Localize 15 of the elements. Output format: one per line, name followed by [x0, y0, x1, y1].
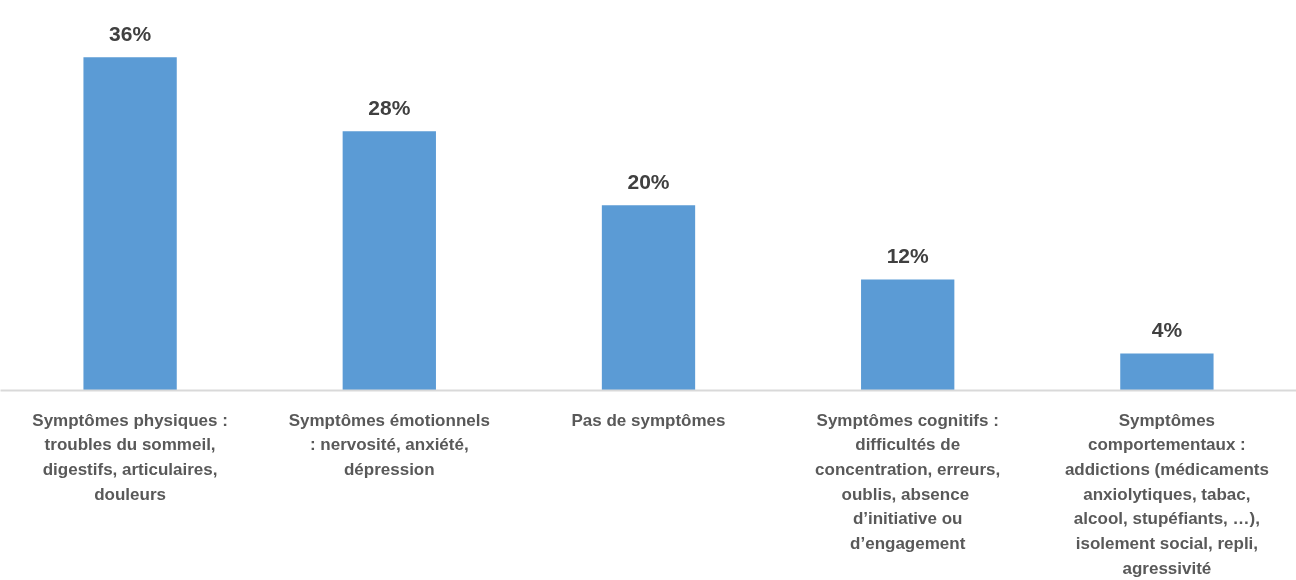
data-label: 4% [1151, 318, 1183, 342]
x-tick-label: Symptômes physiques : troubles du sommeil, digestifs, articulaires, douleurs [32, 410, 228, 504]
data-label: 12% [886, 244, 930, 268]
bar [342, 131, 436, 391]
bar [1120, 353, 1214, 391]
x-tick-label: Symptômes émotionnels : nervosité, anxiété, dépression [288, 410, 490, 479]
data-label: 28% [368, 96, 411, 120]
x-tick-label: Pas de symptômes [571, 410, 726, 430]
bar [83, 57, 177, 391]
x-tick-label: Symptômes comportementaux : addictions (médicaments anxiolytiques, tabac, alcool, stupéfiants, …), isolement social, repli, agressivité [1064, 410, 1269, 578]
data-label: 36% [109, 22, 152, 46]
data-label: 20% [627, 170, 670, 194]
x-tick-label: Symptômes cognitifs : difficultés de concentration, erreurs, oublis, absence d’initiative ou d’engagement [815, 410, 1001, 553]
bar [601, 205, 696, 391]
bar [861, 279, 955, 391]
